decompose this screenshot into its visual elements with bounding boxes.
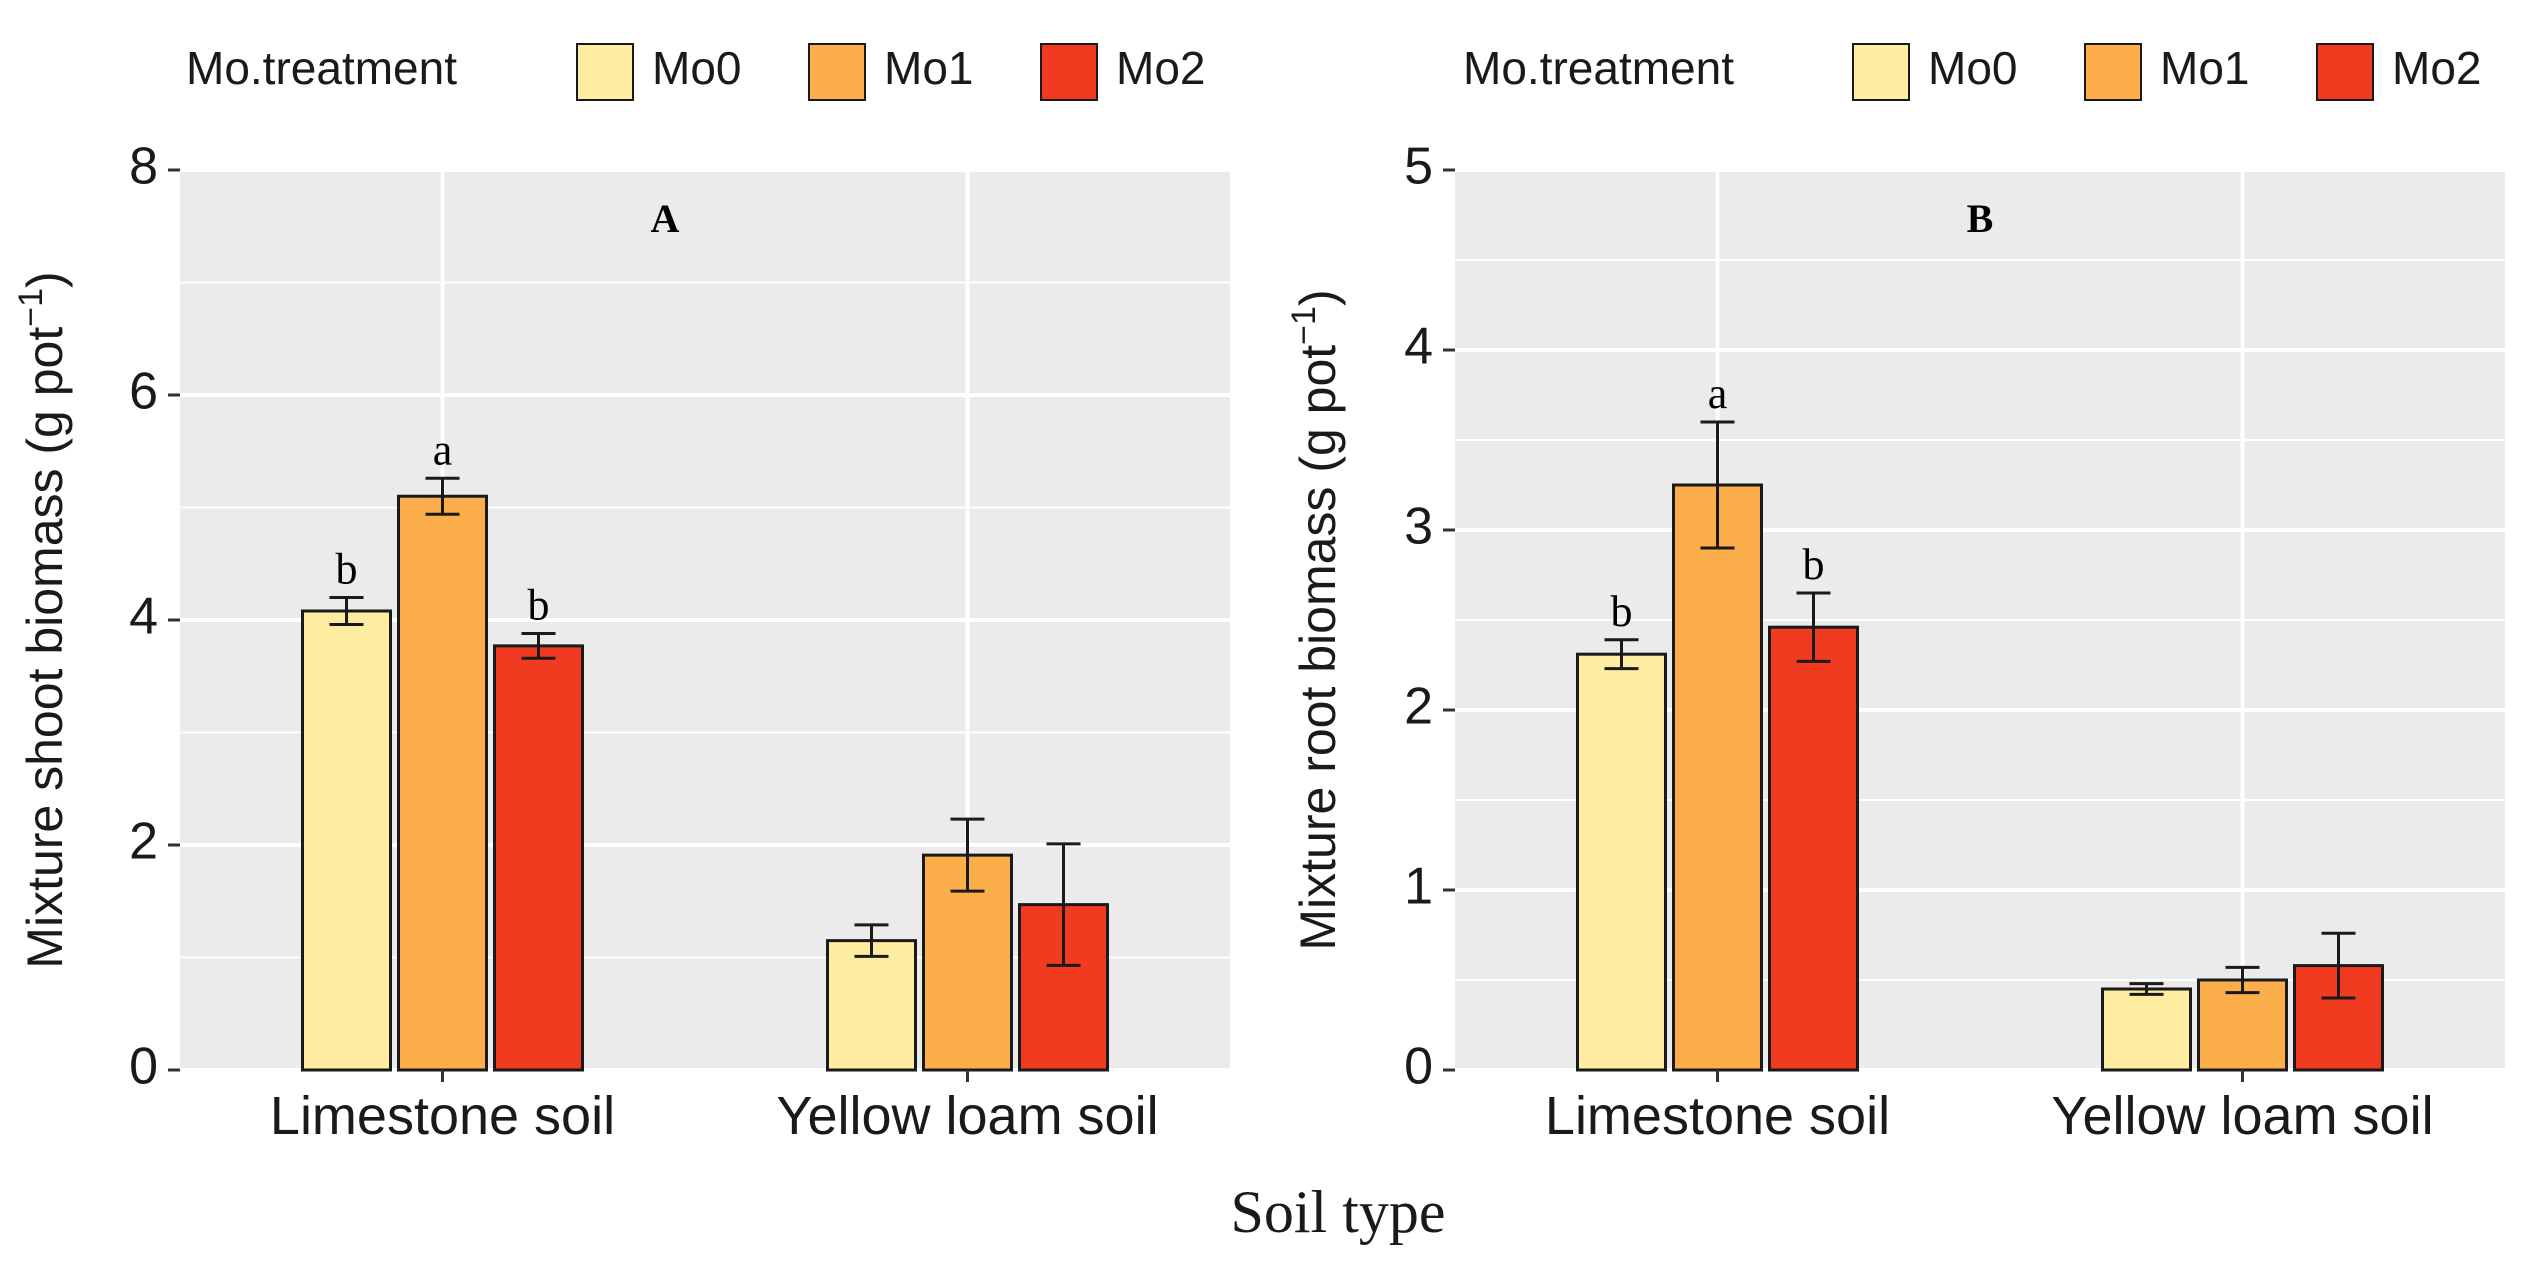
bar-mo1-limestone <box>1672 483 1763 1072</box>
significance-letter: b <box>1611 587 1633 636</box>
y-axis-title-b: Mixture root biomass (g pot−1) <box>1285 289 1346 950</box>
legend-key-b-mo2 <box>2316 43 2374 101</box>
x-axis-title: Soil type <box>1230 1179 1445 1245</box>
y-tick-label: 2 <box>1404 678 1433 736</box>
significance-letter: b <box>528 581 550 630</box>
bar-mo0-yellow-loam <box>826 939 917 1072</box>
legend-key-a-mo1 <box>808 43 866 101</box>
error-bars-a <box>329 476 1081 967</box>
bars-b <box>1576 483 2384 1072</box>
y-tick-label: 1 <box>1404 858 1433 916</box>
legend-title-b: Mo.treatment <box>1463 42 1734 94</box>
y-tick-label: 5 <box>1404 138 1433 196</box>
x-tick-label: Limestone soil <box>1545 1086 1890 1146</box>
y-tick-label: 4 <box>1404 318 1433 376</box>
y-tick-label: 4 <box>129 588 158 646</box>
error-bars-b <box>1604 420 2356 1000</box>
bar-mo2-limestone <box>1768 625 1859 1072</box>
panel-label-a: A <box>651 196 680 241</box>
x-axis-a: Limestone soil Yellow loam soil <box>270 1070 1159 1146</box>
y-tick-label: 8 <box>129 138 158 196</box>
legend-label-a-mo1: Mo1 <box>884 42 973 94</box>
y-tick-label: 0 <box>1404 1038 1433 1096</box>
legend-key-a-mo0 <box>576 43 634 101</box>
y-axis-a: 0 2 4 6 8 <box>129 138 180 1096</box>
bar-mo2-limestone <box>493 644 584 1072</box>
panel-b: Mo.treatment Mo0 Mo1 Mo2 b a b 0 1 2 3 4 5 Lime… <box>1285 42 2505 1146</box>
y-axis-title-a: Mixture shoot biomass (g pot−1) <box>12 271 73 968</box>
panel-a: Mo.treatment Mo0 Mo1 Mo2 b a b 0 2 4 6 8 Limes… <box>12 42 1230 1146</box>
bar-mo1-yellow-loam <box>2197 978 2288 1072</box>
y-tick-label: 3 <box>1404 498 1433 556</box>
panel-label-b: B <box>1967 196 1994 241</box>
bar-mo0-limestone <box>301 609 392 1072</box>
x-tick-label: Limestone soil <box>270 1086 615 1146</box>
legend-label-b-mo1: Mo1 <box>2160 42 2249 94</box>
legend-key-a-mo2 <box>1040 43 1098 101</box>
legend-key-b-mo0 <box>1852 43 1910 101</box>
legend-label-a-mo0: Mo0 <box>652 42 741 94</box>
significance-letters-a: b a b <box>336 425 550 629</box>
x-axis-b: Limestone soil Yellow loam soil <box>1545 1070 2434 1146</box>
x-tick-label: Yellow loam soil <box>776 1086 1158 1146</box>
y-tick-label: 0 <box>129 1038 158 1096</box>
y-tick-label: 2 <box>129 813 158 871</box>
legend-key-b-mo1 <box>2084 43 2142 101</box>
legend-title-a: Mo.treatment <box>186 42 457 94</box>
legend-label-a-mo2: Mo2 <box>1116 42 1205 94</box>
y-axis-b: 0 1 2 3 4 5 <box>1404 138 1455 1096</box>
x-tick-label: Yellow loam soil <box>2051 1086 2433 1146</box>
legend-a: Mo.treatment Mo0 Mo1 Mo2 <box>186 42 1205 101</box>
legend-label-b-mo2: Mo2 <box>2392 42 2481 94</box>
significance-letter: a <box>1708 369 1728 418</box>
bar-mo1-limestone <box>397 494 488 1072</box>
bars-a <box>301 494 1109 1072</box>
significance-letter: a <box>433 425 453 474</box>
legend-b: Mo.treatment Mo0 Mo1 Mo2 <box>1463 42 2481 101</box>
significance-letters-b: b a b <box>1611 369 1825 636</box>
significance-letter: b <box>1803 540 1825 589</box>
bar-mo0-yellow-loam <box>2101 987 2192 1072</box>
bar-mo0-limestone <box>1576 652 1667 1072</box>
y-tick-label: 6 <box>129 363 158 421</box>
legend-label-b-mo0: Mo0 <box>1928 42 2017 94</box>
significance-letter: b <box>336 545 358 594</box>
